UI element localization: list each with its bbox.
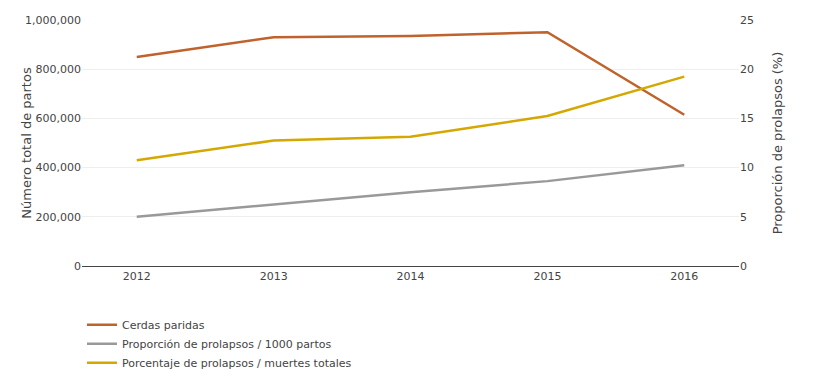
svg-text:600,000: 600,000 [36, 112, 82, 125]
svg-text:2014: 2014 [397, 270, 425, 283]
svg-text:Proporción de prolapsos (%): Proporción de prolapsos (%) [770, 52, 785, 235]
svg-text:10: 10 [740, 161, 754, 174]
svg-text:15: 15 [740, 112, 754, 125]
svg-text:800,000: 800,000 [36, 63, 82, 76]
svg-text:400,000: 400,000 [36, 161, 82, 174]
svg-text:5: 5 [740, 211, 747, 224]
svg-text:0: 0 [740, 260, 747, 273]
svg-text:1,000,000: 1,000,000 [25, 14, 81, 27]
svg-text:20: 20 [740, 63, 754, 76]
svg-text:25: 25 [740, 14, 754, 27]
svg-text:2015: 2015 [533, 270, 561, 283]
svg-text:2012: 2012 [123, 270, 151, 283]
svg-text:Número total de partos: Número total de partos [19, 67, 34, 219]
svg-text:Cerdas paridas: Cerdas paridas [122, 319, 205, 332]
svg-text:Porcentaje de prolapsos / muer: Porcentaje de prolapsos / muertes totale… [122, 357, 352, 370]
svg-text:2016: 2016 [670, 270, 698, 283]
svg-text:Proporción de prolapsos / 1000: Proporción de prolapsos / 1000 partos [122, 338, 331, 351]
svg-text:2013: 2013 [260, 270, 288, 283]
svg-text:0: 0 [74, 260, 81, 273]
svg-text:200,000: 200,000 [36, 211, 82, 224]
